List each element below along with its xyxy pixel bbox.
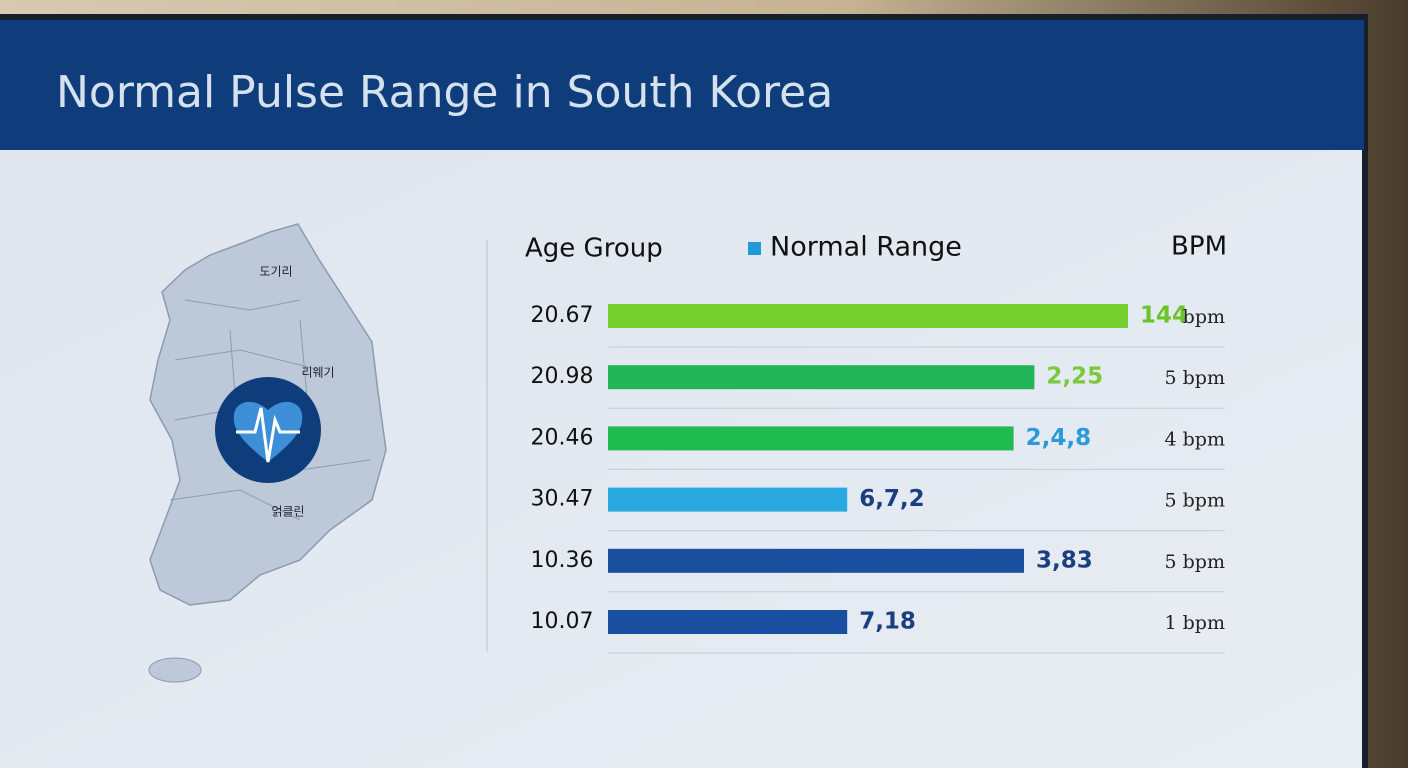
category-label: 20.67 xyxy=(531,303,594,328)
title-banner xyxy=(0,20,1364,150)
value-header: BPM xyxy=(1171,232,1227,262)
category-label: 20.46 xyxy=(531,425,594,450)
category-label: 10.36 xyxy=(531,548,594,573)
map-label: 리웨기 xyxy=(301,366,334,380)
category-header: Age Group xyxy=(525,234,663,264)
jeju xyxy=(148,657,202,683)
map-label: 얽클린 xyxy=(271,505,304,519)
category-label: 10.07 xyxy=(531,609,594,634)
pulse-line xyxy=(236,407,300,463)
bar xyxy=(608,426,1014,451)
heart xyxy=(233,401,303,462)
bpm-label: bpm xyxy=(1183,306,1225,328)
map-borders xyxy=(169,299,371,521)
bar-label: 6,7,2 xyxy=(859,486,925,512)
chart-title: Normal Pulse Range in South Korea xyxy=(56,67,833,118)
bpm-label: 5 bpm xyxy=(1165,551,1225,573)
bpm-label: 4 bpm xyxy=(1165,428,1225,450)
bar xyxy=(608,365,1035,390)
bpm-label: 5 bpm xyxy=(1165,490,1225,512)
bar-label: 144 xyxy=(1140,303,1188,329)
bar-label: 2,25 xyxy=(1046,364,1103,390)
bar xyxy=(608,304,1128,328)
bpm-label: 5 bpm xyxy=(1165,367,1225,389)
bar-label: 3,83 xyxy=(1036,547,1093,573)
map-label: 도기리 xyxy=(259,265,292,279)
bar xyxy=(608,548,1024,573)
bpm-label: 1 bpm xyxy=(1165,612,1225,634)
bar xyxy=(608,610,848,634)
category-label: 20.98 xyxy=(531,364,594,389)
bar-label: 7,18 xyxy=(859,609,916,635)
legend-swatch xyxy=(748,242,761,255)
bar xyxy=(608,487,848,512)
category-label: 30.47 xyxy=(531,487,594,512)
bar-label: 2,4,8 xyxy=(1026,425,1092,451)
legend-label: Normal Range xyxy=(770,232,962,263)
